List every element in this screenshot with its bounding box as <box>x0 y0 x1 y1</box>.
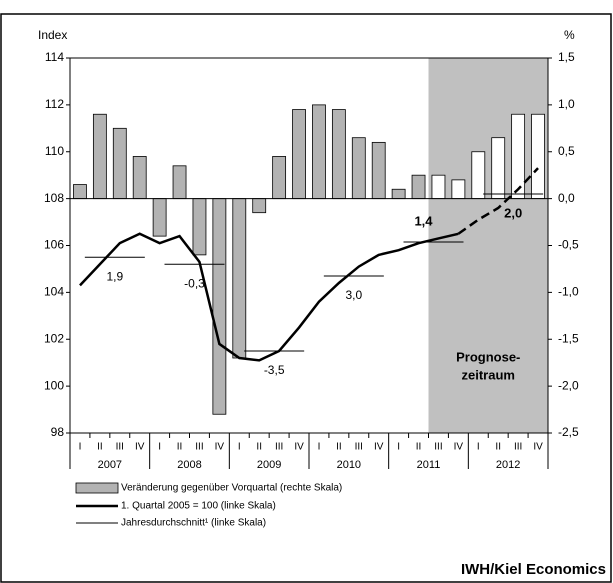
x-tick-label: IV <box>454 442 464 453</box>
bar <box>351 137 366 200</box>
legend-swatch <box>75 482 119 494</box>
bar <box>92 113 107 200</box>
bar <box>312 104 326 200</box>
x-tick-label: I <box>238 442 241 453</box>
x-tick-label: III <box>434 442 442 453</box>
x-tick-label: III <box>275 442 283 453</box>
bar <box>391 188 406 200</box>
bar <box>73 184 87 200</box>
year-label: 2010 <box>337 459 361 471</box>
x-tick-label: IV <box>135 442 145 453</box>
bar <box>431 174 446 200</box>
y-tick-label: 98 <box>51 425 65 439</box>
bar <box>371 141 386 200</box>
bar <box>292 109 306 200</box>
y-tick-label: 112 <box>45 97 64 111</box>
x-tick-label: IV <box>533 442 543 453</box>
x-tick-label: II <box>97 442 103 453</box>
y2-tick-label: -1,5 <box>558 331 579 345</box>
y-tick-label: 106 <box>44 238 64 252</box>
x-tick-label: I <box>79 442 82 453</box>
legend-label: Jahresdurchschnitt¹ (linke Skala) <box>121 518 266 529</box>
bar <box>451 179 466 200</box>
x-tick-label: I <box>477 442 480 453</box>
x-tick-label: II <box>256 442 262 453</box>
bar <box>232 198 247 359</box>
y2-tick-label: 0,5 <box>558 144 575 158</box>
y2-tick-label: -2,5 <box>558 425 579 439</box>
y-tick-label: 100 <box>44 378 64 392</box>
y2-tick-label: 1,0 <box>558 97 575 111</box>
index-line <box>79 232 459 362</box>
x-tick-label: I <box>318 442 321 453</box>
annual-label: -3,5 <box>264 363 285 377</box>
x-tick-label: IV <box>215 442 225 453</box>
legend-label: Veränderung gegenüber Vorquartal (rechte… <box>121 483 342 494</box>
year-label: 2009 <box>257 459 281 471</box>
annual-label: -0,3 <box>184 276 205 290</box>
x-tick-label: III <box>514 442 522 453</box>
x-tick-label: IV <box>374 442 384 453</box>
bar <box>471 151 486 200</box>
bar <box>272 156 287 200</box>
year-label: 2012 <box>496 459 520 471</box>
x-tick-label: I <box>158 442 161 453</box>
y2-tick-label: -2,0 <box>558 378 579 392</box>
x-tick-label: II <box>177 442 183 453</box>
y-tick-label: 110 <box>45 144 64 158</box>
annual-label: 2,0 <box>504 205 522 220</box>
bar <box>212 198 227 415</box>
y2-tick-label: 1,5 <box>558 50 575 64</box>
x-tick-label: III <box>116 442 124 453</box>
y-axis-label: Index <box>38 28 67 42</box>
year-label: 2007 <box>98 459 122 471</box>
annual-label: 1,9 <box>106 269 123 283</box>
bar <box>172 165 187 200</box>
bar <box>511 113 526 200</box>
bar <box>252 198 267 214</box>
frame <box>0 13 612 583</box>
index-line <box>457 167 539 235</box>
bar <box>531 113 545 200</box>
y2-tick-label: 0,0 <box>558 191 575 205</box>
y-tick-label: 102 <box>44 331 64 345</box>
forecast-label: Prognose- <box>456 349 520 364</box>
x-tick-label: II <box>336 442 342 453</box>
year-label: 2011 <box>417 459 441 471</box>
bar <box>112 127 127 200</box>
annual-label: 1,4 <box>414 213 433 228</box>
x-tick-label: II <box>495 442 501 453</box>
y2-tick-label: -0,5 <box>558 238 579 252</box>
bar <box>152 198 167 237</box>
bar <box>192 198 207 256</box>
forecast-label: zeitraum <box>462 367 515 382</box>
x-tick-label: III <box>355 442 363 453</box>
y-tick-label: 104 <box>44 285 64 299</box>
forecast-region <box>428 58 548 433</box>
bar <box>132 156 147 200</box>
source: IWH/Kiel Economics <box>461 561 606 578</box>
x-tick-label: III <box>195 442 203 453</box>
x-tick-label: IV <box>294 442 304 453</box>
bar <box>331 109 346 200</box>
bar <box>411 174 426 200</box>
y2-tick-label: -1,0 <box>558 285 579 299</box>
legend-label: 1. Quartal 2005 = 100 (linke Skala) <box>121 501 276 512</box>
year-label: 2008 <box>177 459 201 471</box>
x-tick-label: I <box>397 442 400 453</box>
bar <box>491 137 506 200</box>
y2-axis-label: % <box>564 28 575 42</box>
annual-label: 3,0 <box>345 288 362 302</box>
y-tick-label: 108 <box>44 191 64 205</box>
y-tick-label: 114 <box>45 50 64 64</box>
x-tick-label: II <box>416 442 422 453</box>
